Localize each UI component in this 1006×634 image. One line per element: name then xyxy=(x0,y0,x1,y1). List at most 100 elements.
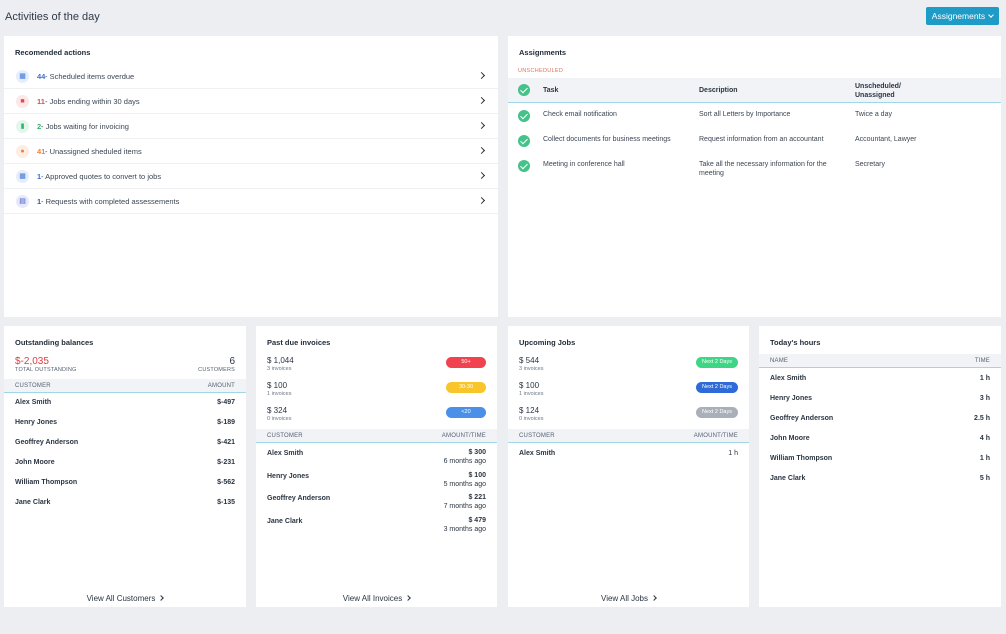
person-icon: ● xyxy=(16,145,29,158)
customer-name: Geoffrey Anderson xyxy=(15,439,79,446)
customer-name: Alex Smith xyxy=(15,399,52,406)
invoice-row-time: 5 months ago xyxy=(443,481,486,488)
card-title: Recomended actions xyxy=(15,48,91,57)
customer-amount: $-135 xyxy=(217,499,235,506)
table-row[interactable]: Alex Smith $ 300 6 months ago xyxy=(256,444,497,466)
rec-text: - Scheduled items overdue xyxy=(45,72,135,81)
invoice-amount: $ 100 xyxy=(267,381,288,390)
check-circle-icon[interactable] xyxy=(518,110,530,122)
age-badge-50-plus: 50+ xyxy=(446,357,486,368)
table-row[interactable]: Collect documents for business meetings … xyxy=(508,132,1001,157)
card-title: Upcoming Jobs xyxy=(519,338,576,347)
card-title: Today's hours xyxy=(770,338,821,347)
table-row[interactable]: Alex Smith $-497 xyxy=(4,393,246,413)
chevron-right-icon xyxy=(477,121,486,130)
briefcase-icon: ■ xyxy=(16,95,29,108)
table-row[interactable]: Henry Jones 3 h xyxy=(759,389,1001,409)
upcoming-jobs-card: Upcoming Jobs $ 544 3 invoices Next 2 Da… xyxy=(508,326,749,607)
table-header: CUSTOMER AMOUNT xyxy=(4,379,246,393)
check-circle-icon[interactable] xyxy=(518,135,530,147)
table-row[interactable]: Geoffrey Anderson 2.5 h xyxy=(759,409,1001,429)
col-description: Description xyxy=(699,87,738,94)
customer-name: Geoffrey Anderson xyxy=(267,495,331,502)
rec-item-quotes[interactable]: ▦ 1 - Approved quotes to convert to jobs xyxy=(4,164,498,189)
next-2-days-badge: Next 2 Days xyxy=(696,407,738,418)
hours-value: 1 h xyxy=(979,455,990,462)
amount-time: $ 300 6 months ago xyxy=(444,448,486,466)
invoice-count: 3 invoices xyxy=(267,366,292,372)
document-icon: ▮ xyxy=(16,120,29,133)
task-cell: Collect documents for business meetings xyxy=(543,136,671,143)
table-row[interactable]: Check email notification Sort all Letter… xyxy=(508,107,1001,132)
assignments-button-label: Assignements xyxy=(931,11,986,21)
col-customer: CUSTOMER xyxy=(15,383,51,389)
table-row[interactable]: William Thompson $-562 xyxy=(4,473,246,493)
table-row[interactable]: Jane Clark $ 479 3 months ago xyxy=(256,512,497,534)
check-circle-icon[interactable] xyxy=(518,160,530,172)
next-2-days-badge: Next 2 Days xyxy=(696,357,738,368)
invoice-row-amount: $ 100 xyxy=(468,472,486,479)
person-name: Geoffrey Anderson xyxy=(770,415,834,422)
chevron-right-icon xyxy=(405,595,412,601)
rec-count: 1 xyxy=(37,172,42,181)
todays-hours-card: Today's hours NAME TIME Alex Smith 1 h He… xyxy=(759,326,1001,607)
customer-name: Alex Smith xyxy=(267,450,304,457)
rec-item-jobs-ending[interactable]: ■ 11 - Jobs ending within 30 days xyxy=(4,89,498,114)
table-row[interactable]: John Moore 4 h xyxy=(759,429,1001,449)
table-row[interactable]: Henry Jones $-189 xyxy=(4,413,246,433)
table-row[interactable]: John Moore $-231 xyxy=(4,453,246,473)
invoice-row-time: 3 months ago xyxy=(443,526,486,533)
card-title: Past due invoices xyxy=(267,338,331,347)
card-title: Outstanding balances xyxy=(15,338,94,347)
col-amount-time: AMOUNT/TIME xyxy=(693,433,738,439)
customer-amount: $-231 xyxy=(217,459,235,466)
age-badge-under-20: <20 xyxy=(446,407,486,418)
rec-text: - Jobs ending within 30 days xyxy=(45,97,140,106)
view-all-customers-link[interactable]: View All Customers xyxy=(4,594,246,603)
invoice-count: 0 invoices xyxy=(267,416,292,422)
rec-count: 41 xyxy=(37,147,46,156)
job-amount: $ 124 xyxy=(519,406,540,415)
rec-item-unassigned[interactable]: ● 41 - Unassigned sheduled items xyxy=(4,139,498,164)
table-row[interactable]: Geoffrey Anderson $-421 xyxy=(4,433,246,453)
chevron-right-icon xyxy=(477,71,486,80)
table-header: NAME TIME xyxy=(759,354,1001,368)
col-amount-time: AMOUNT/TIME xyxy=(441,433,486,439)
col-customer: CUSTOMER xyxy=(267,433,303,439)
invoice-amount: $ 324 xyxy=(267,406,288,415)
rec-item-overdue[interactable]: ▦ 44 - Scheduled items overdue xyxy=(4,64,498,89)
customer-name: John Moore xyxy=(15,459,55,466)
customers-count: 6 xyxy=(229,356,235,367)
description-cell: Take all the necessary information for t… xyxy=(699,161,827,177)
assignments-dropdown-button[interactable]: Assignements xyxy=(926,7,999,25)
table-row[interactable]: Jane Clark $-135 xyxy=(4,493,246,513)
chevron-right-icon xyxy=(477,146,486,155)
table-row[interactable]: Alex Smith 1 h xyxy=(759,369,1001,389)
rec-count: 2 xyxy=(37,122,42,131)
col-time: TIME xyxy=(974,358,990,364)
card-title: Assignments xyxy=(519,48,567,57)
table-row[interactable]: Alex Smith 1 h xyxy=(508,444,749,464)
age-badge-30-30: 30-30 xyxy=(446,382,486,393)
rec-item-requests[interactable]: ▤ 1 - Requests with completed assessemen… xyxy=(4,189,498,214)
calendar-icon: ▦ xyxy=(16,70,29,83)
view-all-customers-label: View All Customers xyxy=(86,594,156,603)
view-all-jobs-link[interactable]: View All Jobs xyxy=(508,594,749,603)
table-row[interactable]: William Thompson 1 h xyxy=(759,449,1001,469)
invoice-count: 1 invoices xyxy=(267,391,292,397)
person-name: Alex Smith xyxy=(770,375,807,382)
task-cell: Check email notification xyxy=(543,111,617,118)
col-name: NAME xyxy=(770,358,789,364)
table-row[interactable]: Geoffrey Anderson $ 221 7 months ago xyxy=(256,489,497,511)
rec-item-invoicing[interactable]: ▮ 2 - Jobs waiting for invoicing xyxy=(4,114,498,139)
col-customer: CUSTOMER xyxy=(519,433,555,439)
amount-time: $ 479 3 months ago xyxy=(444,516,486,534)
table-row[interactable]: Meeting in conference hall Take all the … xyxy=(508,157,1001,182)
table-row[interactable]: Jane Clark 5 h xyxy=(759,469,1001,489)
col-amount: AMOUNT xyxy=(207,383,235,389)
view-all-invoices-link[interactable]: View All Invoices xyxy=(256,594,497,603)
check-circle-icon[interactable] xyxy=(518,84,530,96)
invoice-row-amount: $ 300 xyxy=(468,449,486,456)
job-amount: $ 544 xyxy=(519,356,540,365)
table-row[interactable]: Henry Jones $ 100 5 months ago xyxy=(256,467,497,489)
